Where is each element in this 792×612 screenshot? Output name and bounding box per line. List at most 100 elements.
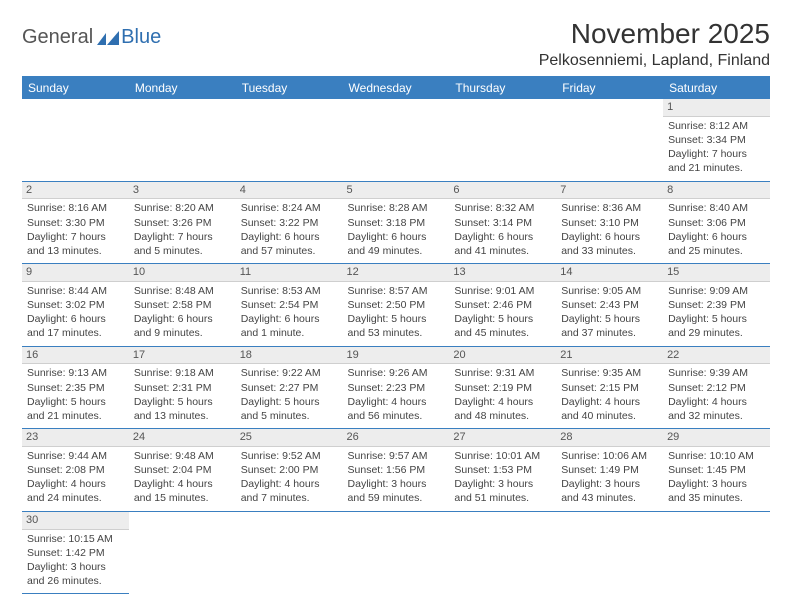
table-row: 16Sunrise: 9:13 AMSunset: 2:35 PM Dayligh… [22,346,770,429]
daylight-text: Daylight: 4 hours [27,477,124,491]
day-number: 29 [663,429,770,447]
daylight-text: and 21 minutes. [668,161,765,175]
calendar-table: SundayMondayTuesdayWednesdayThursdayFrid… [22,76,770,594]
empty-cell [556,99,663,181]
daylight-text: and 21 minutes. [27,409,124,423]
daylight-text: and 7 minutes. [241,491,338,505]
day-number: 4 [236,182,343,200]
day-cell: 15Sunrise: 9:09 AMSunset: 2:39 PMDayligh… [663,264,770,347]
daylight-text: Daylight: 7 hours [668,147,765,161]
daylight-text: Daylight: 5 hours [241,395,338,409]
daylight-text: Daylight: 6 hours [27,312,124,326]
sunset-text: Sunset: 2:23 PM [348,381,445,395]
sunset-text: Sunset: 1:42 PM [27,546,124,560]
sunrise-text: Sunrise: 9:44 AM [27,449,124,463]
sunrise-text: Sunrise: 9:52 AM [241,449,338,463]
day-number: 14 [556,264,663,282]
daylight-text: and 32 minutes. [668,409,765,423]
sunset-text: Sunset: 2:27 PM [241,381,338,395]
daylight-text: and 25 minutes. [668,244,765,258]
day-number: 7 [556,182,663,200]
empty-cell [129,511,236,594]
sunrise-text: Sunrise: 9:09 AM [668,284,765,298]
day-number: 3 [129,182,236,200]
day-number: 2 [22,182,129,200]
daylight-text: Daylight: 4 hours [454,395,551,409]
day-number: 24 [129,429,236,447]
sunrise-text: Sunrise: 8:57 AM [348,284,445,298]
sunrise-text: Sunrise: 9:13 AM [27,366,124,380]
daylight-text: and 53 minutes. [348,326,445,340]
sunrise-text: Sunrise: 9:01 AM [454,284,551,298]
sunset-text: Sunset: 2:58 PM [134,298,231,312]
day-cell: 19Sunrise: 9:26 AMSunset: 2:23 PMDayligh… [343,346,450,429]
day-number: 15 [663,264,770,282]
sunrise-text: Sunrise: 8:16 AM [27,201,124,215]
day-cell: 8Sunrise: 8:40 AMSunset: 3:06 PMDaylight… [663,181,770,264]
daylight-text: and 56 minutes. [348,409,445,423]
day-number: 16 [22,347,129,365]
sunset-text: Sunset: 2:31 PM [134,381,231,395]
day-cell: 14Sunrise: 9:05 AMSunset: 2:43 PMDayligh… [556,264,663,347]
sunset-text: Sunset: 2:15 PM [561,381,658,395]
daylight-text: Daylight: 6 hours [134,312,231,326]
day-cell: 7Sunrise: 8:36 AMSunset: 3:10 PMDaylight… [556,181,663,264]
day-header: Friday [556,77,663,100]
day-number: 25 [236,429,343,447]
daylight-text: and 13 minutes. [134,409,231,423]
calendar-header: SundayMondayTuesdayWednesdayThursdayFrid… [22,77,770,100]
day-header: Thursday [449,77,556,100]
day-header: Monday [129,77,236,100]
sunrise-text: Sunrise: 8:20 AM [134,201,231,215]
day-number: 10 [129,264,236,282]
daylight-text: Daylight: 4 hours [134,477,231,491]
sunrise-text: Sunrise: 9:48 AM [134,449,231,463]
daylight-text: and 9 minutes. [134,326,231,340]
empty-cell [343,511,450,594]
daylight-text: Daylight: 4 hours [561,395,658,409]
daylight-text: Daylight: 3 hours [27,560,124,574]
day-cell: 22Sunrise: 9:39 AMSunset: 2:12 PMDayligh… [663,346,770,429]
day-header: Saturday [663,77,770,100]
day-cell: 4Sunrise: 8:24 AMSunset: 3:22 PMDaylight… [236,181,343,264]
daylight-text: and 15 minutes. [134,491,231,505]
daylight-text: Daylight: 6 hours [454,230,551,244]
daylight-text: and 59 minutes. [348,491,445,505]
sunset-text: Sunset: 2:35 PM [27,381,124,395]
sunset-text: Sunset: 3:18 PM [348,216,445,230]
sunrise-text: Sunrise: 9:18 AM [134,366,231,380]
daylight-text: and 51 minutes. [454,491,551,505]
daylight-text: and 17 minutes. [27,326,124,340]
daylight-text: Daylight: 4 hours [348,395,445,409]
flag-icon [97,31,119,45]
day-number: 30 [22,512,129,530]
title-block: November 2025 Pelkosenniemi, Lapland, Fi… [539,18,770,70]
day-cell: 12Sunrise: 8:57 AMSunset: 2:50 PMDayligh… [343,264,450,347]
daylight-text: Daylight: 3 hours [454,477,551,491]
sunset-text: Sunset: 2:50 PM [348,298,445,312]
sunrise-text: Sunrise: 8:32 AM [454,201,551,215]
sunset-text: Sunset: 2:12 PM [668,381,765,395]
sunrise-text: Sunrise: 10:15 AM [27,532,124,546]
daylight-text: Daylight: 5 hours [134,395,231,409]
day-cell: 26Sunrise: 9:57 AMSunset: 1:56 PMDayligh… [343,429,450,512]
location: Pelkosenniemi, Lapland, Finland [539,52,770,70]
empty-cell [129,99,236,181]
daylight-text: Daylight: 7 hours [134,230,231,244]
daylight-text: and 35 minutes. [668,491,765,505]
sunrise-text: Sunrise: 8:28 AM [348,201,445,215]
sunset-text: Sunset: 2:43 PM [561,298,658,312]
daylight-text: and 26 minutes. [27,574,124,588]
day-number: 21 [556,347,663,365]
sunrise-text: Sunrise: 8:40 AM [668,201,765,215]
day-cell: 27Sunrise: 10:01 AMSunset: 1:53 PMDaylig… [449,429,556,512]
day-cell: 17Sunrise: 9:18 AMSunset: 2:31 PMDayligh… [129,346,236,429]
day-header: Sunday [22,77,129,100]
sunset-text: Sunset: 2:46 PM [454,298,551,312]
sunset-text: Sunset: 3:30 PM [27,216,124,230]
daylight-text: and 13 minutes. [27,244,124,258]
daylight-text: and 5 minutes. [134,244,231,258]
sunset-text: Sunset: 3:14 PM [454,216,551,230]
daylight-text: Daylight: 5 hours [454,312,551,326]
day-cell: 2Sunrise: 8:16 AMSunset: 3:30 PMDaylight… [22,181,129,264]
